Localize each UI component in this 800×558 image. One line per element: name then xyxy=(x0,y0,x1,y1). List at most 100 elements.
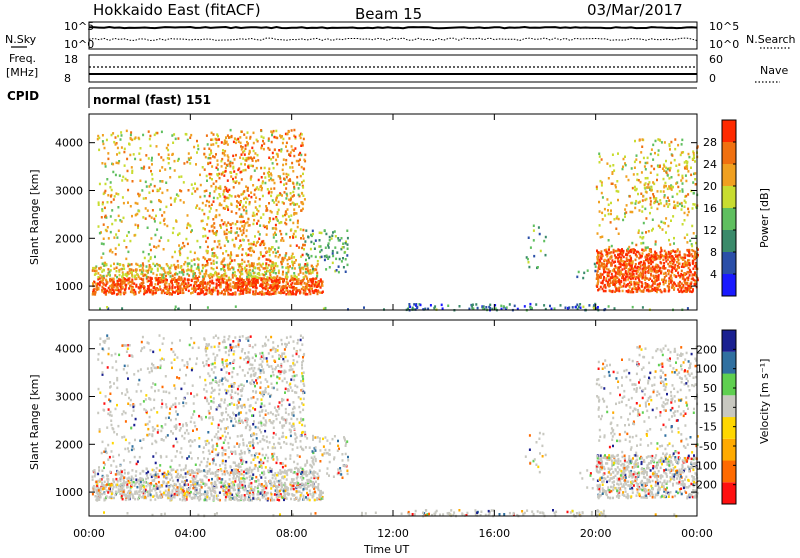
scatter-cell xyxy=(617,199,619,202)
scatter-cell xyxy=(285,233,287,236)
scatter-cell xyxy=(637,193,639,196)
scatter-cell xyxy=(145,181,147,184)
scatter-cell xyxy=(655,243,657,246)
scatter-cell xyxy=(543,240,545,243)
scatter-cell xyxy=(321,256,323,259)
scatter-cell xyxy=(267,188,269,191)
scatter-cell xyxy=(278,201,280,204)
scatter-cell xyxy=(239,275,241,278)
scatter-cell xyxy=(578,306,580,309)
scatter-cell xyxy=(648,271,650,274)
scatter-cell xyxy=(677,255,679,258)
scatter-cell xyxy=(130,281,132,284)
scatter-cell xyxy=(274,248,276,251)
scatter-cell xyxy=(420,304,422,307)
scatter-cell xyxy=(99,232,101,235)
scatter-cell xyxy=(653,259,655,262)
scatter-cell xyxy=(608,305,610,308)
scatter-cell xyxy=(267,283,269,286)
scatter-cell xyxy=(691,291,693,294)
scatter-cell xyxy=(113,198,115,201)
scatter-cell xyxy=(239,283,241,286)
scatter-cell xyxy=(111,223,113,226)
scatter-cell xyxy=(635,253,637,256)
scatter-cell xyxy=(647,246,649,249)
scatter-cell xyxy=(268,137,270,140)
scatter-cell xyxy=(155,492,157,495)
scatter-cell xyxy=(646,186,648,189)
scatter-cell xyxy=(196,491,198,494)
scatter-cell xyxy=(265,498,267,501)
scatter-cell xyxy=(168,154,170,157)
scatter-cell xyxy=(179,248,181,251)
scatter-cell xyxy=(254,200,256,203)
scatter-cell xyxy=(292,236,294,239)
scatter-cell xyxy=(188,159,190,162)
scatter-cell xyxy=(286,142,288,145)
scatter-cell xyxy=(211,132,213,135)
scatter-cell xyxy=(322,281,324,284)
scatter-cell xyxy=(256,186,258,189)
scatter-cell xyxy=(606,162,608,165)
scatter-cell xyxy=(284,191,286,194)
scatter-cell xyxy=(269,217,271,220)
scatter-cell xyxy=(673,242,675,245)
scatter-cell xyxy=(639,289,641,292)
scatter-cell xyxy=(284,490,286,493)
scatter-cell xyxy=(133,153,135,156)
scatter-cell xyxy=(622,166,624,169)
scatter-cell xyxy=(530,246,532,249)
scatter-cell xyxy=(317,281,319,284)
scatter-cell xyxy=(276,288,278,291)
scatter-cell xyxy=(197,264,199,267)
scatter-cell xyxy=(261,483,263,486)
scatter-cell xyxy=(232,274,234,277)
scatter-cell xyxy=(205,156,207,159)
scatter-cell xyxy=(106,306,108,309)
scatter-cell xyxy=(214,190,216,193)
scatter-cell xyxy=(241,153,243,156)
scatter-cell xyxy=(293,186,295,189)
scatter-cell xyxy=(618,290,620,293)
scatter-cell xyxy=(111,189,113,192)
scatter-cell xyxy=(641,232,643,235)
scatter-cell xyxy=(183,181,185,184)
scatter-cell xyxy=(192,291,194,294)
scatter-cell xyxy=(688,271,690,274)
scatter-cell xyxy=(245,252,247,255)
scatter-cell xyxy=(94,292,96,295)
scatter-cell xyxy=(682,277,684,280)
scatter-cell xyxy=(131,271,133,274)
scatter-cell xyxy=(113,141,115,144)
scatter-cell xyxy=(316,275,318,278)
scatter-cell xyxy=(322,492,324,495)
scatter-cell xyxy=(210,262,212,265)
scatter-cell xyxy=(133,282,135,285)
scatter-cell xyxy=(310,279,312,282)
scatter-cell xyxy=(140,147,142,150)
scatter-cell xyxy=(601,184,603,187)
scatter-cell xyxy=(185,288,187,291)
scatter-cell xyxy=(203,213,205,216)
scatter-cell xyxy=(167,144,169,147)
scatter-cell xyxy=(677,272,679,275)
scatter-cell xyxy=(252,293,254,296)
scatter-cell xyxy=(218,243,220,246)
scatter-cell xyxy=(232,239,234,242)
scatter-cell xyxy=(629,195,631,198)
scatter-cell xyxy=(682,274,684,277)
scatter-cell xyxy=(681,266,683,269)
scatter-cell xyxy=(685,290,687,293)
scatter-cell xyxy=(283,240,285,243)
scatter-cell xyxy=(648,230,650,233)
scatter-cell xyxy=(163,273,165,276)
scatter-cell xyxy=(659,166,661,169)
scatter-cell xyxy=(290,498,292,501)
scatter-cell xyxy=(204,484,206,487)
scatter-cell xyxy=(109,280,111,283)
scatter-cell xyxy=(208,148,210,151)
scatter-cell xyxy=(211,282,213,285)
scatter-cell xyxy=(633,252,635,255)
scatter-cell xyxy=(675,285,677,288)
scatter-cell xyxy=(171,256,173,258)
